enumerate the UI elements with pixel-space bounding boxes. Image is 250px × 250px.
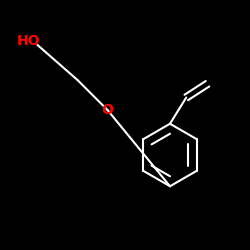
Text: HO: HO [17,34,40,48]
Text: O: O [102,103,114,117]
